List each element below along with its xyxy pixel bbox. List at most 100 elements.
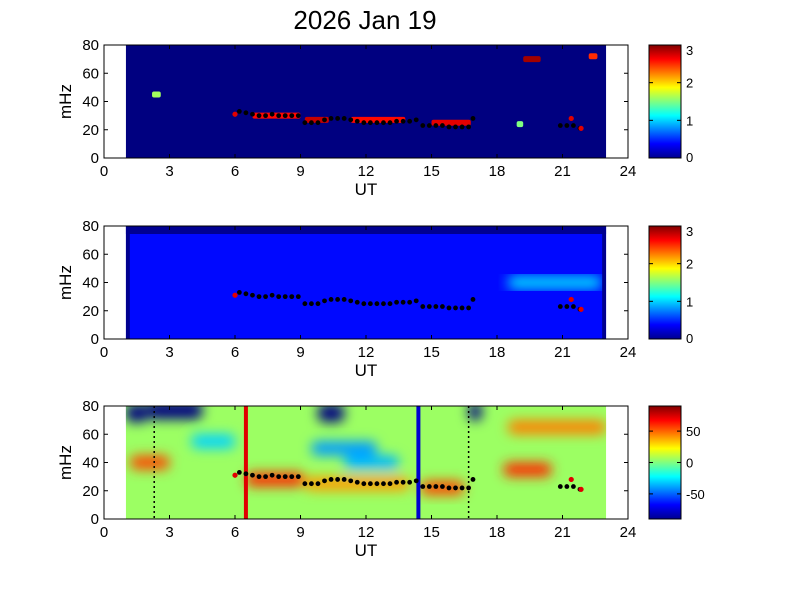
ridge-point [571,123,576,128]
ridge-point [426,123,432,128]
x-tick-label: 18 [489,524,506,541]
ridge-point [348,298,354,304]
spectrogram-background [125,45,607,158]
spectral-feature [311,441,377,456]
ridge-point [557,123,563,128]
x-tick-label: 24 [620,524,637,541]
y-axis-label: mHz [56,84,75,119]
ridge-point [571,304,576,309]
ridge-point [413,298,419,304]
ridge-point [564,484,570,489]
x-tick-label: 21 [554,344,571,361]
ridge-point [459,124,465,130]
ridge-point [466,124,472,130]
ridge-point [276,474,282,480]
ridge-point [341,297,347,302]
panel-bottom: 0 3 6 9 12 15 18 21 24 0 20 40 60 80 UT mHz 50 0 -50 [56,398,705,560]
red-point [568,296,574,303]
ridge-point [446,485,452,491]
spectrogram-image [125,226,607,339]
x-tick-label: 0 [100,344,108,361]
y-tick-label: 80 [82,398,99,415]
x-tick-label: 6 [231,344,239,361]
ridge-point [420,123,426,128]
ridge-point [328,297,334,302]
spectral-feature [507,420,607,435]
x-tick-label: 21 [554,163,571,180]
y-tick-label: 40 [82,94,99,111]
ridge-point [315,481,321,487]
spectral-feature [152,91,161,98]
spectral-feature [317,406,345,423]
ridge-point [453,485,458,491]
x-tick-label: 15 [423,163,440,180]
ridge-point [348,117,354,123]
x-tick-label: 24 [620,163,637,180]
spectral-feature [130,455,170,470]
ridge-point [387,301,393,307]
ridge-point [394,299,399,305]
y-tick-label: 80 [82,37,99,54]
ridge-point [309,481,314,487]
colorbar [648,405,682,520]
red-point [578,125,584,131]
ridge-point [407,299,413,305]
spectral-feature [344,455,399,470]
spectral-feature [503,462,552,477]
ridge-point [420,484,426,489]
ridge-point [302,120,308,126]
x-tick-label: 18 [489,344,506,361]
ridge-point [263,474,268,480]
ridge-point [341,477,347,482]
ridge-point [367,481,373,487]
x-tick-label: 12 [358,344,375,361]
ridge-point [381,481,386,487]
ridge-point [420,304,426,309]
ridge-point [426,304,432,309]
feature-layer [507,275,602,290]
x-tick-label: 12 [358,524,375,541]
ridge-point [466,305,472,311]
x-axis-label: UT [355,541,378,560]
ridge-point [564,304,570,309]
y-axis-label: mHz [56,265,75,300]
spectral-feature [125,406,148,423]
ridge-point [243,471,249,477]
ridge-point [557,304,563,309]
colorbar-tick-label: 1 [686,294,693,309]
ridge-point [309,120,314,126]
ridge-point [309,301,314,307]
ridge-point [400,118,406,124]
ridge-point [335,297,341,302]
red-point [568,476,574,483]
y-tick-label: 20 [82,303,99,320]
ridge-point [470,297,476,302]
ridge-point [276,113,282,119]
ridge-point [348,478,354,484]
ridge-point [269,472,275,478]
colorbar [648,225,682,340]
ridge-point [400,479,406,485]
ridge-point [282,474,288,480]
ridge-point [256,474,262,480]
ridge-point [302,481,308,487]
ridge-point [315,120,321,126]
ridge-point [394,118,399,124]
ridge-point [413,117,419,123]
spectral-feature [516,121,524,128]
ridge-point [459,485,465,491]
ridge-point [367,301,373,307]
ridge-point [295,113,301,119]
x-tick-label: 3 [165,163,173,180]
ridge-point [295,294,301,300]
colorbar-tick-label: -50 [686,487,705,502]
figure-title: 2026 Jan 19 [293,5,436,35]
x-tick-label: 9 [296,163,304,180]
ridge-point [289,294,295,300]
red-point [568,115,574,122]
ridge-point [381,301,386,307]
ridge-point [315,301,321,307]
